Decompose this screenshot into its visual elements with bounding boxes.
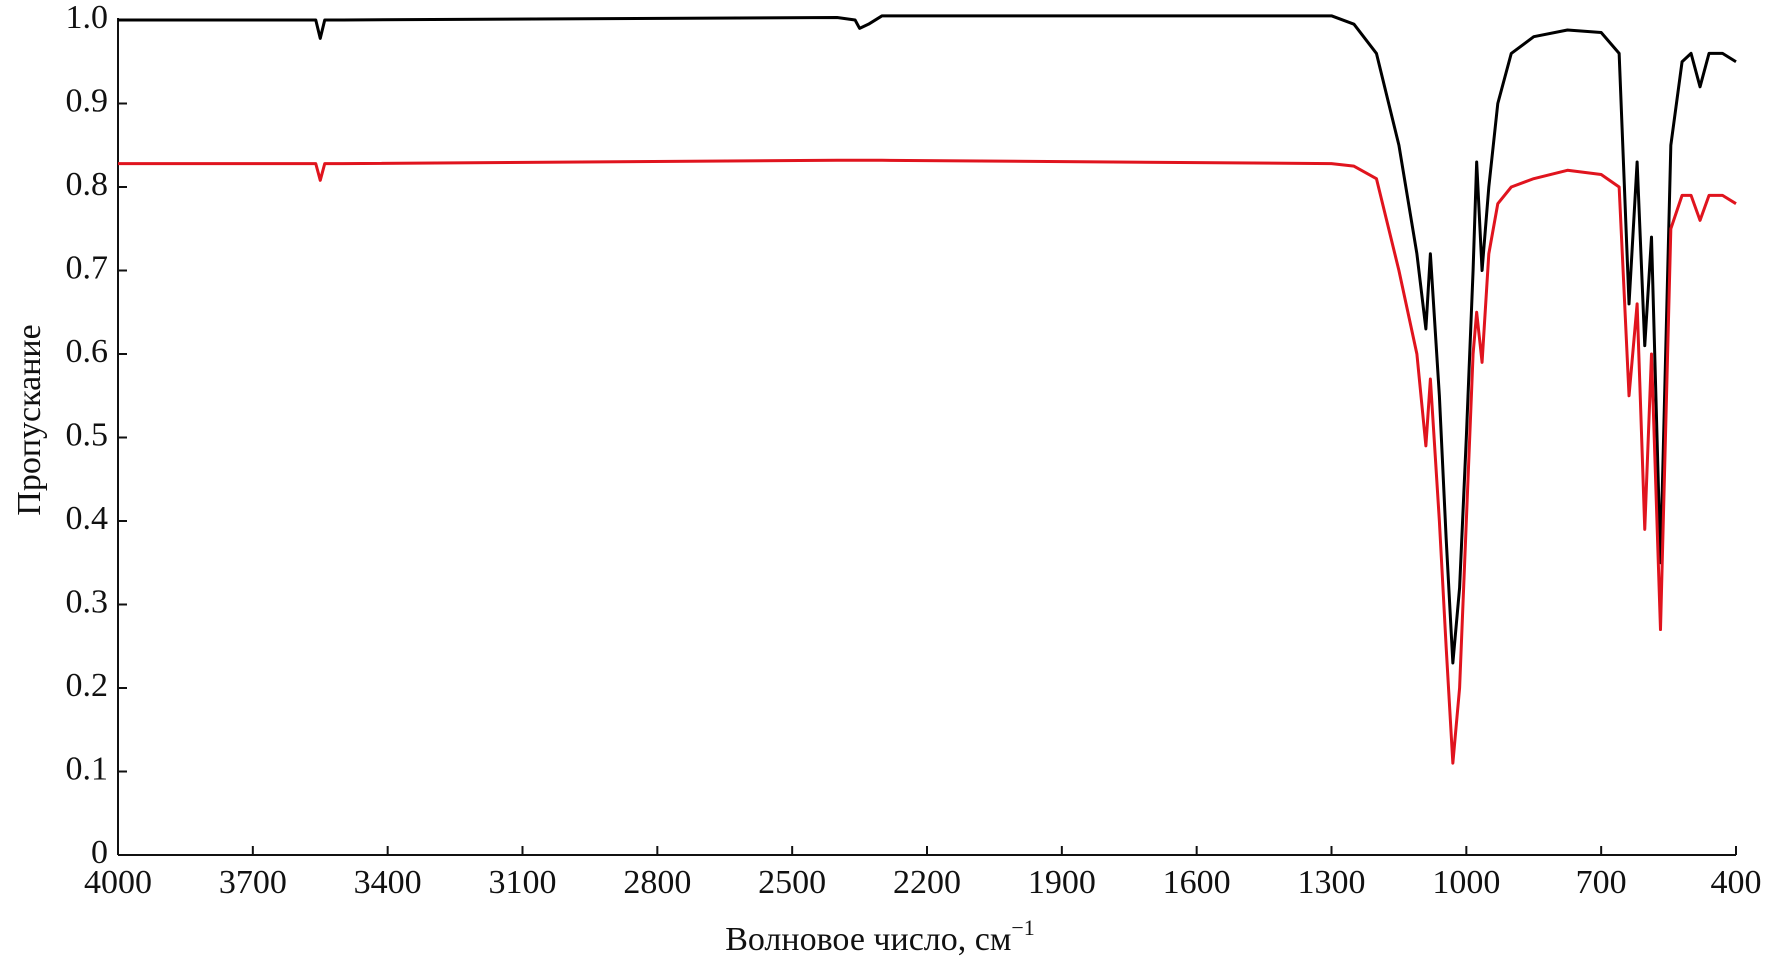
- x-axis-label: Волновое число, см−1: [725, 915, 1035, 958]
- x-tick-label: 3100: [489, 864, 557, 901]
- y-tick-label: 0.6: [66, 333, 109, 370]
- y-axis-label: Пропускание: [11, 324, 48, 515]
- x-tick-label: 700: [1576, 864, 1627, 901]
- x-tick-label: 2500: [758, 864, 826, 901]
- x-tick-label: 1000: [1432, 864, 1500, 901]
- x-axis-label-superscript: −1: [1011, 915, 1034, 940]
- y-tick-label: 0.9: [66, 82, 109, 119]
- x-tick-label: 4000: [84, 864, 152, 901]
- y-tick-label: 0.2: [66, 667, 109, 704]
- y-tick-label: 0.4: [66, 500, 109, 537]
- x-tick-label: 2800: [623, 864, 691, 901]
- y-tick-label: 0: [91, 834, 108, 871]
- x-tick-label: 1900: [1028, 864, 1096, 901]
- x-tick-label: 1300: [1298, 864, 1366, 901]
- spectrum-line: [118, 14, 1737, 665]
- y-tick-label: 0.8: [66, 166, 109, 203]
- y-tick-label: 0.1: [66, 750, 109, 787]
- x-axis-label-text: Волновое число, см: [725, 921, 1011, 958]
- x-tick-label: 1600: [1163, 864, 1231, 901]
- y-tick-label: 1.0: [66, 0, 109, 36]
- y-tick-label: 0.3: [66, 583, 109, 620]
- x-tick-label: 400: [1711, 864, 1762, 901]
- y-tick-label: 0.7: [66, 249, 109, 286]
- x-tick-label: 2200: [893, 864, 961, 901]
- x-tick-label: 3700: [219, 864, 287, 901]
- x-tick-label: 3400: [354, 864, 422, 901]
- y-tick-label: 0.5: [66, 416, 109, 453]
- spectrum-line: [118, 158, 1737, 765]
